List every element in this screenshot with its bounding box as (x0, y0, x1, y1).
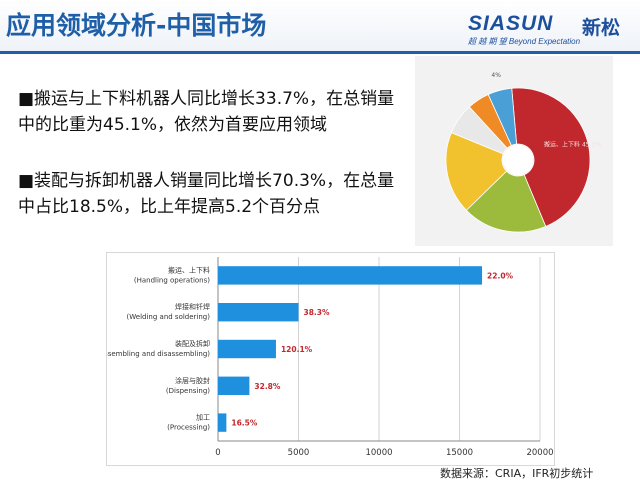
slide-header (0, 0, 640, 52)
pie-slice-label-0: 搬运、上下料 45.1% (544, 141, 601, 149)
pie-slice-1 (465, 170, 547, 233)
x-tick-label: 5000 (288, 448, 310, 458)
pie-slice-5 (487, 87, 518, 146)
bar-chart: 0 5000 10000 15000 20000 搬运、上下料 (Handling oper… (97, 257, 554, 458)
bar-4 (218, 413, 227, 432)
bar-data-label-0: 22.0% (487, 271, 514, 280)
donut-hole (503, 145, 533, 175)
category-label: (Welding and soldering) (127, 313, 211, 321)
pie-slice-2 (445, 132, 508, 211)
bar-0 (218, 266, 483, 285)
donut-chart-panel: 搬运、上下料 45.1% 4% (415, 56, 613, 246)
category-label: 装配及拆卸 (175, 339, 210, 348)
header-rule (0, 51, 640, 54)
x-tick-label: 0 (215, 448, 220, 458)
category-label: 涂层与胶封 (175, 376, 210, 385)
category-label: 加工 (196, 413, 210, 422)
bullet-handling: ■搬运与上下料机器人同比增长33.7%，在总销量中的比重为45.1%，依然为首要… (18, 89, 395, 135)
data-source-note: 数据来源：CRIA，IFR初步统计 (440, 467, 594, 480)
logo-tagline: 超 越 期 望 Beyond Expectation (468, 37, 581, 46)
bar-3 (218, 376, 250, 395)
category-label: (Assembling and disassembling) (107, 350, 210, 358)
slide-title: 应用领域分析-中国市场 (6, 11, 267, 40)
bar-chart-panel: 0 5000 10000 15000 20000 搬运、上下料 (Handling oper… (97, 252, 555, 466)
category-label: 焊接和钎焊 (175, 302, 210, 311)
category-label: (Dispensing) (166, 387, 210, 395)
siasun-logo: SIASUN 新松 超 越 期 望 Beyond Expectation (468, 12, 632, 48)
category-label: 搬运、上下料 (168, 265, 210, 274)
logo-brand: SIASUN (468, 12, 554, 35)
category-label: (Processing) (167, 424, 210, 432)
category-label: (Handling operations) (134, 276, 210, 284)
bar-data-label-2: 120.1% (281, 345, 313, 354)
logo-chinese-name: 新松 (582, 17, 621, 39)
bar-data-label-4: 16.5% (231, 419, 258, 428)
pie-slice-label-5: 4% (491, 72, 501, 79)
bar-data-label-3: 32.8% (254, 382, 281, 391)
donut-chart: 搬运、上下料 45.1% 4% (445, 72, 601, 233)
bullet-assembling: ■装配与拆卸机器人销量同比增长70.3%，在总量中占比18.5%，比上年提高5.… (18, 171, 395, 217)
x-tick-label: 15000 (446, 448, 473, 458)
bar-2 (218, 339, 276, 359)
bar-1 (218, 303, 299, 322)
x-tick-label: 20000 (526, 448, 553, 458)
x-tick-label: 10000 (365, 448, 392, 458)
bar-data-label-1: 38.3% (304, 308, 331, 317)
